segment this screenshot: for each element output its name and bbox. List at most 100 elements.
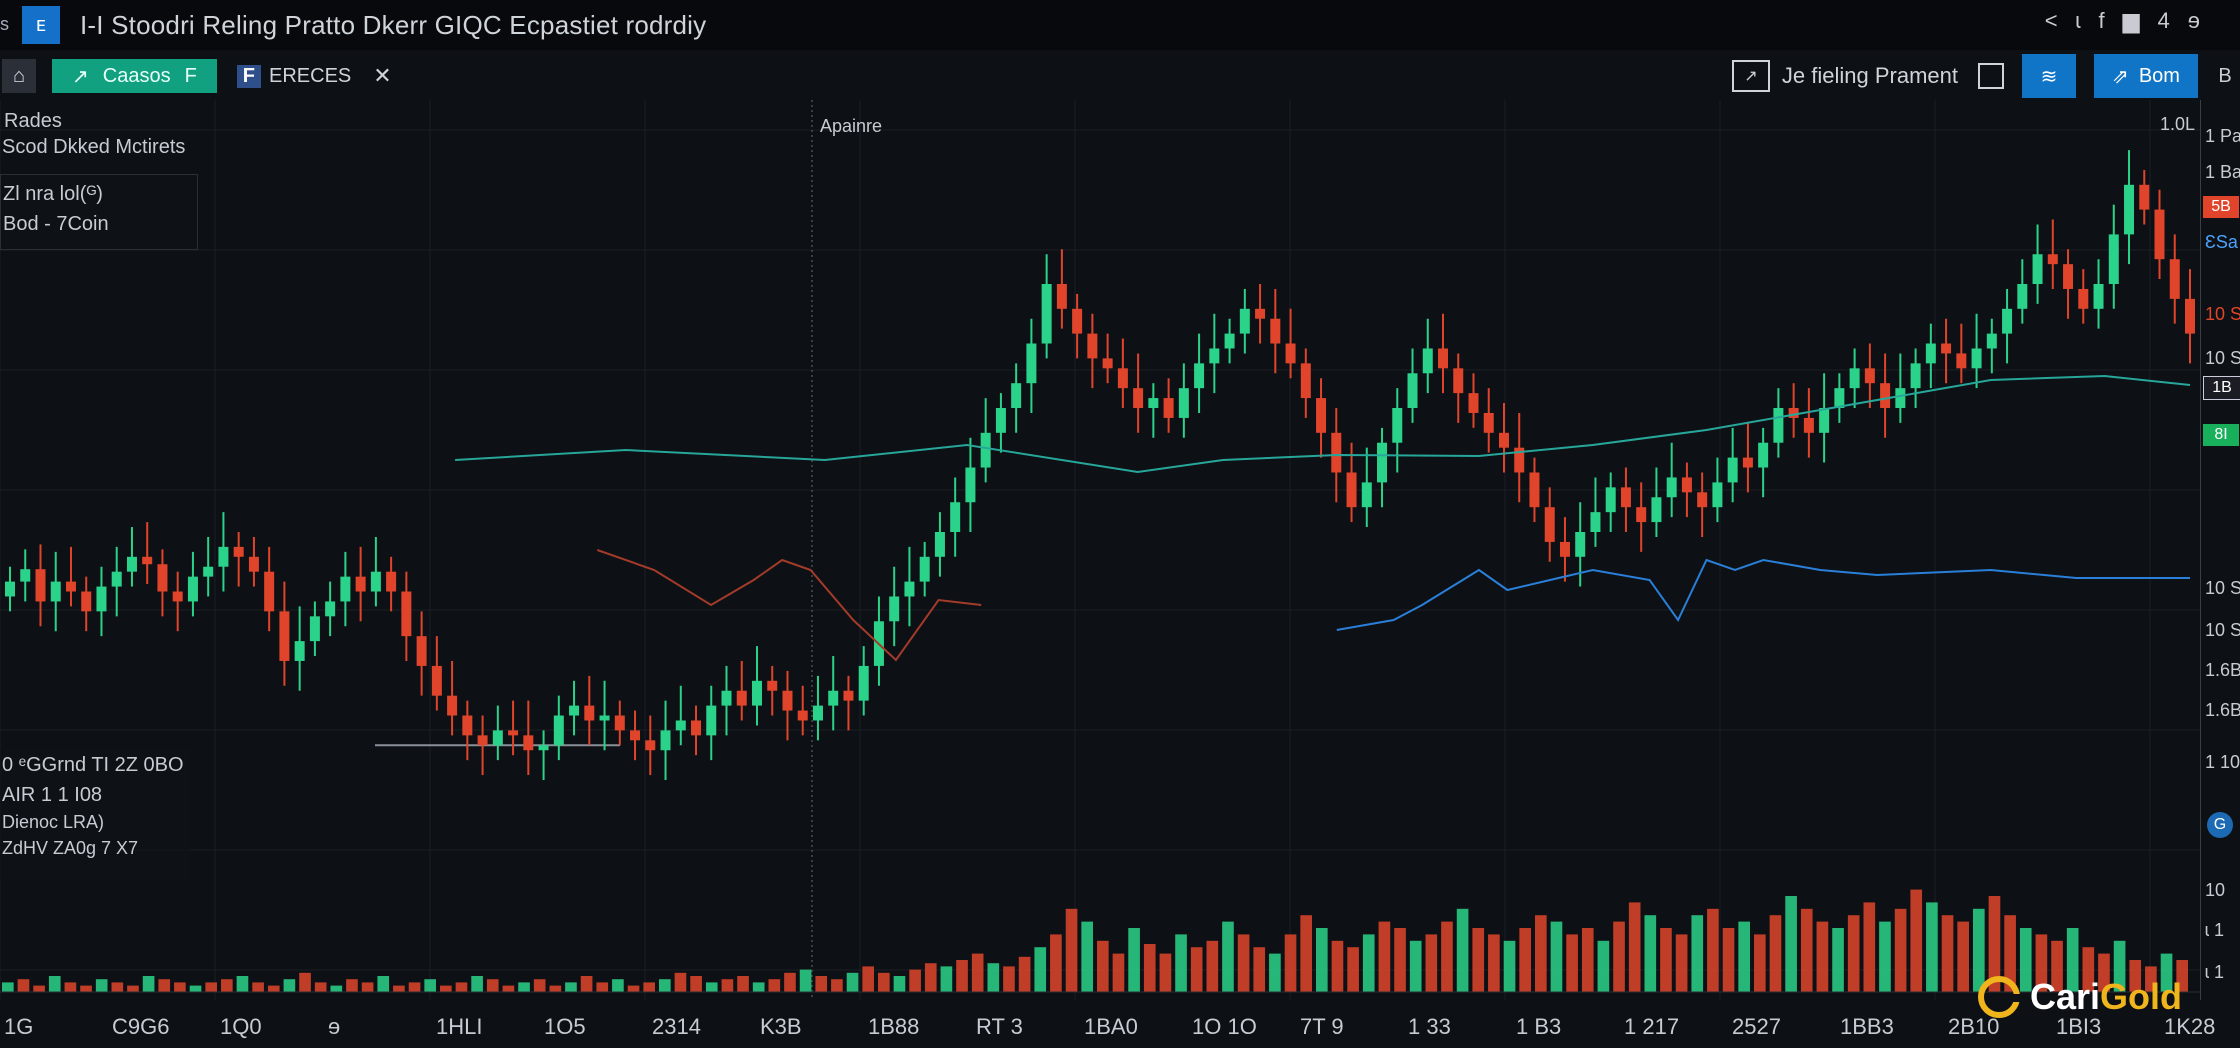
volume-bar <box>1050 934 1062 992</box>
price-badge-current: 1B <box>2203 376 2240 400</box>
candle-body <box>706 705 717 736</box>
volume-bar <box>189 985 202 992</box>
candle-body <box>1011 383 1022 408</box>
price-axis[interactable]: 1 Pa 1 Ba 5B ƐSa 10 Sa 10 Sa 1B 8I 10 Sa… <box>2200 100 2240 1000</box>
chart-canvas[interactable] <box>0 100 2200 1000</box>
pin-icon[interactable]: ɩ <box>2075 8 2081 33</box>
indicator-line-1: Zl nra lol(ᴳ) <box>3 183 103 205</box>
grid-icon[interactable]: 4 <box>2157 8 2170 33</box>
volume-bar <box>971 953 984 992</box>
home-button[interactable]: ⌂ <box>2 59 36 93</box>
candle-body <box>1941 343 1952 354</box>
candle-body <box>538 745 549 751</box>
candle-body <box>2154 209 2165 260</box>
volume-bar <box>784 972 796 992</box>
candle-body <box>1392 408 1403 443</box>
candle-body <box>1895 388 1906 408</box>
logo-text: CariGold <box>2030 976 2182 1018</box>
volume-bar <box>846 972 859 992</box>
volume-bar <box>1143 944 1156 992</box>
candle-body <box>1255 308 1266 319</box>
window-icon[interactable] <box>1978 63 2004 89</box>
time-label: 1BA0 <box>1084 1014 1138 1039</box>
volume-bar <box>1973 908 1985 992</box>
price-badge-blue: G <box>2207 812 2233 838</box>
candle-body <box>309 616 320 642</box>
back-icon[interactable]: < <box>2044 8 2058 33</box>
candle-body <box>340 576 351 602</box>
volume-bar <box>299 972 311 992</box>
tools-icon[interactable]: ✕ <box>373 63 392 88</box>
candle-body <box>447 695 458 716</box>
time-label: 2527 <box>1732 1014 1781 1039</box>
volume-bar <box>674 972 687 992</box>
candle-body <box>1468 393 1479 413</box>
candle-body <box>584 705 595 721</box>
candle-body <box>1925 343 1936 364</box>
time-axis[interactable]: 1G C9G6 1Q0 ɘ 1HLI 1O5 2314 K3B 1B88 RT 3 1BA0 1O 1… <box>0 1000 2240 1048</box>
toolbar: ⌂ ↗ Caasos F F ERECES ✕ ↗ Je fieling Pra… <box>0 54 2240 98</box>
candle-body <box>2047 254 2058 265</box>
volume-bar <box>1097 940 1109 992</box>
candle-body <box>462 715 473 736</box>
candle-body <box>1422 348 1433 374</box>
candle-body <box>1666 477 1677 498</box>
candle-body <box>1117 368 1128 389</box>
window-controls: < ɩ f ▆ 4 ɘ <box>2045 8 2200 34</box>
volume-bar <box>1362 934 1375 992</box>
volume-bar <box>1691 915 1704 992</box>
volume-bar <box>2 982 14 992</box>
layout-icon[interactable]: ▆ <box>2122 8 2140 33</box>
trading-panel-label[interactable]: Je fieling Prament <box>1781 63 1958 88</box>
stats-line-2: AIR 1 1 I08 <box>2 784 103 806</box>
volume-bar <box>924 963 937 992</box>
candle-body <box>1697 492 1708 508</box>
volume-bar <box>1628 902 1641 992</box>
time-label: 2314 <box>652 1014 701 1039</box>
volume-bar <box>486 979 499 992</box>
assets-button[interactable]: ↗ Caasos F <box>52 59 217 93</box>
volume-bar <box>2145 966 2157 992</box>
font-icon[interactable]: f <box>2098 8 2105 33</box>
window-menu-icon[interactable]: s <box>0 14 9 34</box>
volume-bar <box>533 979 546 992</box>
trade-button[interactable]: ⇗ Bom <box>2094 54 2198 98</box>
volume-bar <box>1222 921 1234 992</box>
volume-bar <box>1566 934 1578 992</box>
candle-body <box>569 705 580 716</box>
volume-bar <box>862 966 874 992</box>
candle-body <box>1529 472 1540 508</box>
candle-body <box>1453 368 1464 394</box>
candle-body <box>1590 512 1601 532</box>
volume-bar <box>1003 966 1015 992</box>
volume-bar <box>1722 928 1735 992</box>
chart-icon[interactable]: ᴇ <box>22 6 60 44</box>
indicator-box[interactable]: Zl nra lol(ᴳ) Bod - 7Coin <box>0 174 198 250</box>
more-icon[interactable]: ɘ <box>2187 8 2200 33</box>
volume-bar <box>1738 921 1750 992</box>
volume-bar <box>1926 902 1938 992</box>
volume-bar <box>174 982 186 992</box>
indicator-button[interactable]: ≋ <box>2022 54 2076 98</box>
volume-bar <box>1034 947 1047 992</box>
candle-body <box>995 408 1006 433</box>
candle-body <box>828 690 839 706</box>
candle-body <box>1986 333 1997 349</box>
candle-body <box>1712 482 1723 508</box>
candle-body <box>1209 348 1220 364</box>
volume-bar <box>1941 915 1954 992</box>
candle-body <box>812 705 823 721</box>
candle-body <box>1849 368 1860 389</box>
price-badge-green: 8I <box>2203 424 2239 446</box>
candle-body <box>919 556 930 582</box>
time-label: 1O 1O <box>1192 1014 1257 1039</box>
toolbar-end-label[interactable]: B <box>2218 64 2232 87</box>
volume-bar <box>1206 940 1219 992</box>
volume-bar <box>2113 940 2126 992</box>
assets-suffix: F <box>184 64 197 87</box>
price-chart[interactable] <box>0 100 2200 1000</box>
ereces-menu[interactable]: F ERECES <box>236 64 351 88</box>
trading-icon[interactable]: ↗ <box>1731 60 1770 92</box>
volume-bar <box>1081 921 1093 992</box>
volume-bar <box>1128 928 1140 992</box>
